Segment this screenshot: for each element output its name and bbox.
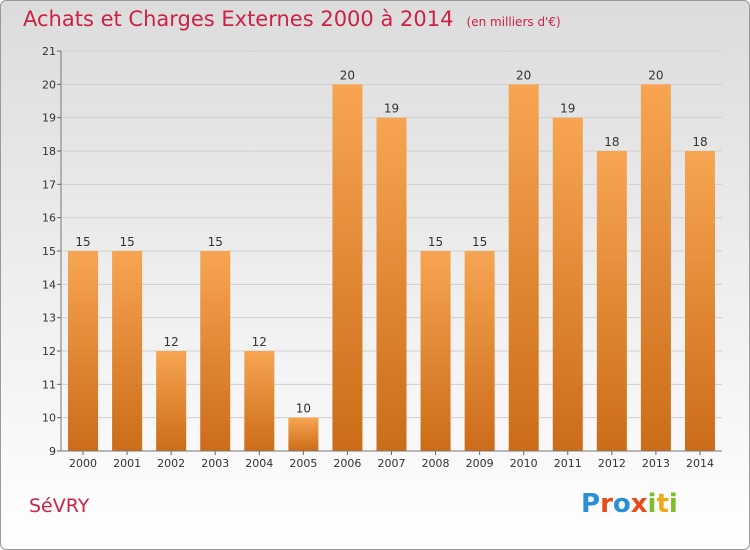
y-tick-label: 18 (42, 145, 56, 158)
chart-title: Achats et Charges Externes 2000 à 2014 (23, 7, 454, 31)
y-tick-label: 11 (42, 378, 56, 391)
x-tick-label-2002: 2002 (157, 457, 185, 470)
bar-2011 (552, 117, 583, 452)
y-tick-label: 19 (42, 112, 56, 125)
bar-2014 (684, 151, 715, 451)
bar-2006 (332, 84, 363, 451)
x-tick-label-2004: 2004 (245, 457, 273, 470)
x-tick-label-2012: 2012 (598, 457, 626, 470)
city-name: SéVRY (29, 495, 90, 517)
bar-2008 (420, 251, 451, 451)
x-tick-label-2010: 2010 (510, 457, 538, 470)
bar-2013 (640, 84, 671, 451)
y-tick-label: 12 (42, 345, 56, 358)
y-tick-label: 9 (49, 445, 56, 458)
x-tick-label-2014: 2014 (686, 457, 714, 470)
data-label-2002: 12 (164, 335, 179, 349)
y-tick-label: 13 (42, 312, 56, 325)
bar-2009 (464, 251, 495, 451)
x-tick-label-2005: 2005 (289, 457, 317, 470)
y-tick-label: 10 (42, 412, 56, 425)
y-tick-label: 14 (42, 278, 56, 291)
y-tick-label: 16 (42, 212, 56, 225)
x-tick-label-2001: 2001 (113, 457, 141, 470)
y-tick-label: 17 (42, 178, 56, 191)
chart-unit: (en milliers d'€) (466, 15, 561, 29)
bar-2004 (244, 351, 275, 451)
y-tick-label: 15 (42, 245, 56, 258)
x-tick-label-2000: 2000 (69, 457, 97, 470)
bar-2000 (68, 251, 99, 451)
x-tick-label-2011: 2011 (554, 457, 582, 470)
data-label-2011: 19 (560, 102, 575, 116)
data-label-2007: 19 (384, 102, 399, 116)
bar-2003 (200, 251, 231, 451)
data-label-2012: 18 (604, 135, 619, 149)
x-tick-label-2006: 2006 (333, 457, 361, 470)
data-label-2001: 15 (119, 235, 134, 249)
bar-2012 (596, 151, 627, 451)
x-tick-label-2008: 2008 (422, 457, 450, 470)
x-tick-label-2009: 2009 (466, 457, 494, 470)
bar-2010 (508, 84, 539, 451)
data-label-2009: 15 (472, 235, 487, 249)
x-tick-label-2013: 2013 (642, 457, 670, 470)
data-label-2003: 15 (208, 235, 223, 249)
x-tick-label-2003: 2003 (201, 457, 229, 470)
y-tick-label: 20 (42, 78, 56, 91)
data-label-2010: 20 (516, 68, 531, 82)
data-label-2004: 12 (252, 335, 267, 349)
data-label-2014: 18 (692, 135, 707, 149)
data-label-2000: 15 (75, 235, 90, 249)
proxiti-logo[interactable]: Proxiti (581, 489, 678, 519)
bar-2002 (156, 351, 187, 451)
data-label-2006: 20 (340, 68, 355, 82)
bar-2005 (288, 417, 319, 451)
data-label-2008: 15 (428, 235, 443, 249)
bar-2001 (112, 251, 143, 451)
data-label-2013: 20 (648, 68, 663, 82)
title-row: Achats et Charges Externes 2000 à 2014 (… (23, 7, 561, 31)
x-tick-label-2007: 2007 (378, 457, 406, 470)
data-label-2005: 10 (296, 402, 311, 416)
bar-2007 (376, 117, 407, 452)
y-tick-label: 21 (42, 45, 56, 58)
